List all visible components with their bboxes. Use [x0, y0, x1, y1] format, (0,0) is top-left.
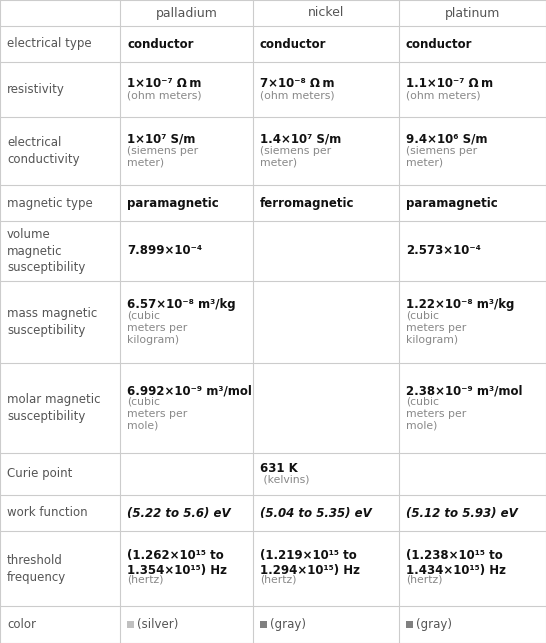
- Text: (cubic
meters per
kilogram): (cubic meters per kilogram): [127, 311, 187, 345]
- Text: paramagnetic: paramagnetic: [127, 197, 219, 210]
- Text: 9.4×10⁶ S/m: 9.4×10⁶ S/m: [406, 133, 488, 146]
- Text: electrical type: electrical type: [7, 37, 92, 51]
- Text: 1.22×10⁻⁸ m³/kg: 1.22×10⁻⁸ m³/kg: [406, 298, 514, 311]
- Text: (1.238×10¹⁵ to
1.434×10¹⁵) Hz: (1.238×10¹⁵ to 1.434×10¹⁵) Hz: [406, 548, 506, 577]
- Text: (ohm meters): (ohm meters): [406, 90, 480, 100]
- Text: 7×10⁻⁸ Ω m: 7×10⁻⁸ Ω m: [260, 77, 335, 90]
- Text: 1×10⁷ S/m: 1×10⁷ S/m: [127, 133, 195, 146]
- Text: (cubic
meters per
mole): (cubic meters per mole): [127, 397, 187, 431]
- Text: resistivity: resistivity: [7, 83, 65, 96]
- Text: conductor: conductor: [406, 37, 472, 51]
- Text: (5.12 to 5.93) eV: (5.12 to 5.93) eV: [406, 507, 518, 520]
- Text: magnetic type: magnetic type: [7, 197, 93, 210]
- Text: (5.04 to 5.35) eV: (5.04 to 5.35) eV: [260, 507, 372, 520]
- Text: (siemens per
meter): (siemens per meter): [406, 146, 477, 168]
- Text: (cubic
meters per
mole): (cubic meters per mole): [406, 397, 466, 431]
- Text: work function: work function: [7, 507, 87, 520]
- Text: mass magnetic
susceptibility: mass magnetic susceptibility: [7, 307, 97, 337]
- Text: molar magnetic
susceptibility: molar magnetic susceptibility: [7, 393, 100, 423]
- Text: 6.992×10⁻⁹ m³/mol: 6.992×10⁻⁹ m³/mol: [127, 385, 252, 397]
- Text: 6.57×10⁻⁸ m³/kg: 6.57×10⁻⁸ m³/kg: [127, 298, 236, 311]
- Text: 2.38×10⁻⁹ m³/mol: 2.38×10⁻⁹ m³/mol: [406, 385, 523, 397]
- Text: (siemens per
meter): (siemens per meter): [260, 146, 331, 168]
- Text: (ohm meters): (ohm meters): [127, 90, 201, 100]
- Text: conductor: conductor: [127, 37, 193, 51]
- Text: (gray): (gray): [416, 618, 452, 631]
- Text: 7.899×10⁻⁴: 7.899×10⁻⁴: [127, 244, 202, 257]
- Text: nickel: nickel: [308, 6, 344, 19]
- Text: (hertz): (hertz): [127, 575, 163, 585]
- Text: (kelvins): (kelvins): [260, 475, 310, 485]
- Text: color: color: [7, 618, 36, 631]
- Text: (ohm meters): (ohm meters): [260, 90, 335, 100]
- Text: (hertz): (hertz): [260, 575, 296, 585]
- Text: threshold
frequency: threshold frequency: [7, 554, 66, 583]
- Text: (hertz): (hertz): [406, 575, 442, 585]
- Bar: [406, 621, 413, 628]
- Text: (cubic
meters per
kilogram): (cubic meters per kilogram): [406, 311, 466, 345]
- Text: paramagnetic: paramagnetic: [406, 197, 498, 210]
- Bar: [260, 621, 267, 628]
- Text: volume
magnetic
susceptibility: volume magnetic susceptibility: [7, 228, 85, 275]
- Text: platinum: platinum: [445, 6, 500, 19]
- Bar: [127, 621, 134, 628]
- Text: Curie point: Curie point: [7, 467, 73, 480]
- Text: (silver): (silver): [137, 618, 179, 631]
- Text: electrical
conductivity: electrical conductivity: [7, 136, 80, 166]
- Text: 1.1×10⁻⁷ Ω m: 1.1×10⁻⁷ Ω m: [406, 77, 493, 90]
- Text: 1.4×10⁷ S/m: 1.4×10⁷ S/m: [260, 133, 341, 146]
- Text: palladium: palladium: [156, 6, 217, 19]
- Text: (siemens per
meter): (siemens per meter): [127, 146, 198, 168]
- Text: (1.219×10¹⁵ to
1.294×10¹⁵) Hz: (1.219×10¹⁵ to 1.294×10¹⁵) Hz: [260, 548, 360, 577]
- Text: 631 K: 631 K: [260, 462, 298, 475]
- Text: (5.22 to 5.6) eV: (5.22 to 5.6) eV: [127, 507, 230, 520]
- Text: ferromagnetic: ferromagnetic: [260, 197, 354, 210]
- Text: 2.573×10⁻⁴: 2.573×10⁻⁴: [406, 244, 481, 257]
- Text: 1×10⁻⁷ Ω m: 1×10⁻⁷ Ω m: [127, 77, 201, 90]
- Text: conductor: conductor: [260, 37, 327, 51]
- Text: (1.262×10¹⁵ to
1.354×10¹⁵) Hz: (1.262×10¹⁵ to 1.354×10¹⁵) Hz: [127, 548, 227, 577]
- Text: (gray): (gray): [270, 618, 306, 631]
